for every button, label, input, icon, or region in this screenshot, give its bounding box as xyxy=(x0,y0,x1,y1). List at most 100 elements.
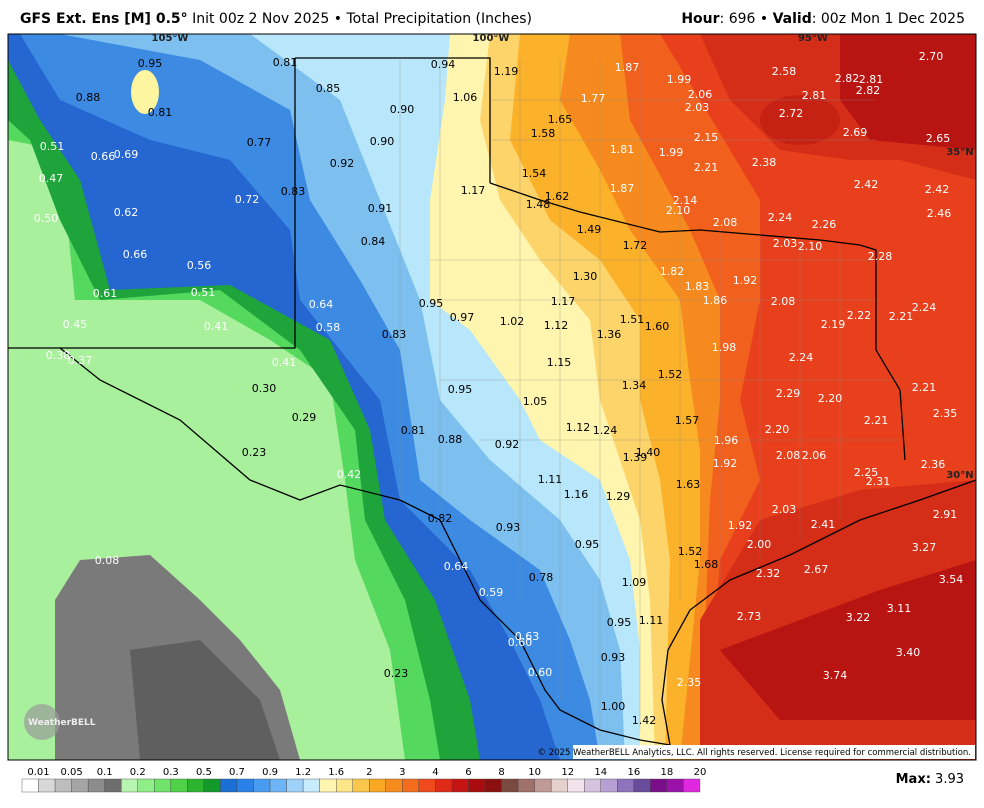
precip-value: 1.52 xyxy=(678,545,703,558)
precip-value: 0.61 xyxy=(93,287,118,300)
precip-value: 1.12 xyxy=(566,421,591,434)
precip-value: 0.81 xyxy=(401,424,426,437)
valid-text: : 00z Mon 1 Dec 2025 xyxy=(811,11,965,27)
precip-value: 0.23 xyxy=(384,667,409,680)
precip-value: 1.48 xyxy=(526,198,551,211)
precip-value: 3.11 xyxy=(887,602,912,615)
precip-value: 0.51 xyxy=(191,286,216,299)
precip-value: 1.57 xyxy=(675,414,700,427)
precip-value: 0.81 xyxy=(273,56,298,69)
colorbar-label: 8 xyxy=(498,767,504,778)
colorbar-label: 1.2 xyxy=(295,767,311,778)
colorbar-label: 3 xyxy=(399,767,405,778)
precip-value: 0.95 xyxy=(448,383,473,396)
precip-value: 2.20 xyxy=(765,423,790,436)
precip-value: 0.63 xyxy=(515,630,540,643)
colorbar-label: 0.1 xyxy=(97,767,113,778)
colorbar-swatch xyxy=(286,778,304,793)
precip-field xyxy=(8,34,976,760)
precip-value: 2.10 xyxy=(666,204,691,217)
colorbar-label: 4 xyxy=(432,767,438,778)
hour-text: : 696 • xyxy=(719,11,773,27)
colorbar-swatch xyxy=(650,778,668,793)
colorbar-swatch xyxy=(71,778,89,793)
precip-value: 0.23 xyxy=(242,446,267,459)
precip-value: 0.72 xyxy=(235,193,260,206)
hour-label: Hour xyxy=(681,11,720,27)
precip-value: 2.22 xyxy=(847,309,872,322)
colorbar-swatch xyxy=(435,778,453,793)
precip-value: 1.34 xyxy=(622,379,647,392)
precip-value: 1.98 xyxy=(712,341,737,354)
precip-value: 1.77 xyxy=(581,92,606,105)
precip-value: 0.92 xyxy=(330,157,355,170)
colorbar-swatch xyxy=(600,778,618,793)
precip-value: 0.91 xyxy=(368,202,393,215)
colorbar-label: 0.05 xyxy=(60,767,82,778)
colorbar-swatch xyxy=(38,778,56,793)
precip-value: 0.30 xyxy=(252,382,277,395)
precip-value: 1.17 xyxy=(551,295,576,308)
precip-value: 2.69 xyxy=(843,126,868,139)
precip-value: 2.41 xyxy=(811,518,836,531)
precip-value: 3.40 xyxy=(896,646,921,659)
precip-value: 2.32 xyxy=(756,567,781,580)
colorbar-label: 2 xyxy=(366,767,372,778)
precip-value: 0.93 xyxy=(601,651,626,664)
precip-value: 1.87 xyxy=(610,182,635,195)
precip-value: 1.68 xyxy=(694,558,719,571)
precip-value: 1.60 xyxy=(645,320,670,333)
precip-value: 2.08 xyxy=(713,216,738,229)
precip-value: 1.15 xyxy=(547,356,572,369)
colorbar-label: 0.9 xyxy=(262,767,278,778)
precip-value: 0.60 xyxy=(528,666,553,679)
colorbar-swatch xyxy=(253,778,271,793)
precip-value: 0.64 xyxy=(444,560,469,573)
map-frame xyxy=(7,33,977,761)
grid-label: 30°N xyxy=(946,470,973,481)
precip-value: 2.38 xyxy=(752,156,777,169)
precip-value: 0.41 xyxy=(272,356,297,369)
colorbar-label: 1.6 xyxy=(328,767,344,778)
precip-value: 1.11 xyxy=(538,473,563,486)
precip-value: 2.42 xyxy=(854,178,879,191)
header-right: Hour: 696 • Valid: 00z Mon 1 Dec 2025 xyxy=(681,11,965,27)
precip-value: 3.27 xyxy=(912,541,937,554)
precip-value: 2.72 xyxy=(779,107,804,120)
colorbar-swatch xyxy=(683,778,701,793)
precip-value: 0.90 xyxy=(370,135,395,148)
precip-value: 2.10 xyxy=(798,240,823,253)
precip-value: 0.95 xyxy=(138,57,163,70)
colorbar-swatch xyxy=(154,778,172,793)
colorbar-label: 14 xyxy=(594,767,607,778)
precip-value: 1.17 xyxy=(461,184,486,197)
colorbar-swatch xyxy=(203,778,221,793)
precip-value: 1.92 xyxy=(713,457,738,470)
colorbar-swatch xyxy=(451,778,469,793)
precip-value: 1.06 xyxy=(453,91,478,104)
max-value: 3.93 xyxy=(935,772,964,787)
precip-value: 0.88 xyxy=(438,433,463,446)
colorbar-swatch xyxy=(319,778,337,793)
colorbar-swatch xyxy=(236,778,254,793)
precip-value: 1.51 xyxy=(620,313,645,326)
colorbar-label: 18 xyxy=(661,767,674,778)
precip-value: 1.11 xyxy=(639,614,664,627)
precip-value: 1.52 xyxy=(658,368,683,381)
colorbar-swatch xyxy=(385,778,403,793)
precip-value: 2.03 xyxy=(772,503,797,516)
precip-value: 1.83 xyxy=(685,280,710,293)
grid-label: 105°W xyxy=(152,33,189,44)
colorbar-swatch xyxy=(121,778,138,793)
precip-value: 1.40 xyxy=(636,446,661,459)
colorbar-label: 0.3 xyxy=(163,767,179,778)
precip-value: 0.66 xyxy=(91,150,116,163)
precip-value: 0.95 xyxy=(607,616,632,629)
colorbar-label: 0.7 xyxy=(229,767,245,778)
precip-value: 0.08 xyxy=(95,554,120,567)
precip-value: 2.35 xyxy=(677,676,702,689)
precip-value: 2.00 xyxy=(747,538,772,551)
colorbar-swatch xyxy=(567,778,585,793)
precip-value: 0.85 xyxy=(316,82,341,95)
precip-value: 0.97 xyxy=(450,311,475,324)
